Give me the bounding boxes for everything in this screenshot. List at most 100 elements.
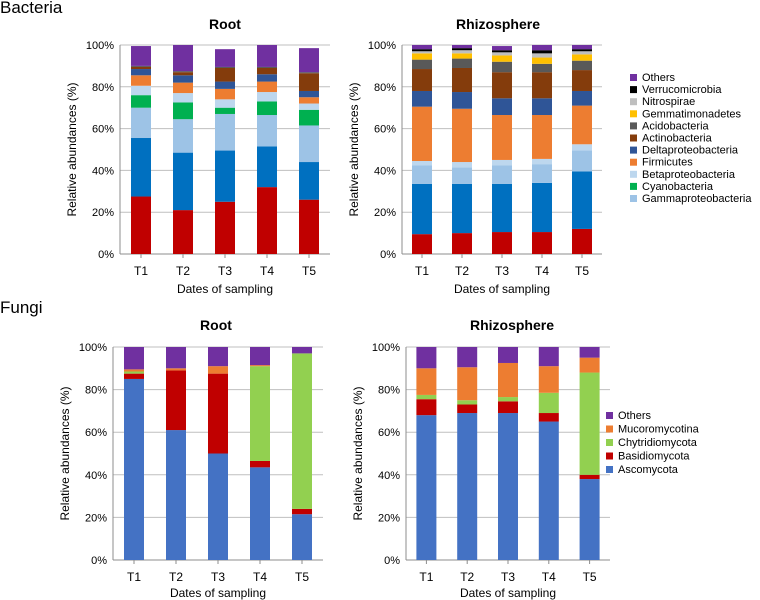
bar-segment xyxy=(124,369,144,372)
y-tick-label: 40% xyxy=(92,165,114,177)
bar-segment xyxy=(412,45,432,50)
bar-segment xyxy=(579,347,600,358)
chart-bac_root: 0% 20% 40% 60% 80% 100% T1 T2 T3 T4 T5 Root Dates of… xyxy=(65,16,330,296)
legend-label: Deltaproteobacteria xyxy=(642,145,739,157)
bar-segment xyxy=(457,400,478,405)
bar-segment xyxy=(532,182,552,233)
bar-segment xyxy=(208,347,228,367)
x-tick-label: T3 xyxy=(501,570,515,584)
bar-segment xyxy=(412,51,432,54)
legend-label: Verrucomicrobia xyxy=(642,84,722,96)
bar-segment xyxy=(215,150,235,202)
bar-segment xyxy=(457,367,478,401)
bar-segment xyxy=(215,66,235,68)
bar-segment xyxy=(457,413,478,560)
bar-segment xyxy=(299,162,319,200)
y-tick-label: 0% xyxy=(384,555,400,567)
bar-segment xyxy=(166,430,186,560)
chart-fun_root: 0% 20% 40% 60% 80% 100% T1 T2 T3 T4 T5 Root Dates of… xyxy=(58,317,323,600)
bar-segment xyxy=(452,183,472,234)
bar-segment xyxy=(166,347,186,369)
bar-segment xyxy=(492,52,512,56)
legend-swatch xyxy=(606,466,613,473)
bar-segment xyxy=(579,372,600,475)
y-tick-label: 40% xyxy=(85,470,107,482)
bar-segment xyxy=(257,92,277,102)
y-tick-label: 20% xyxy=(374,207,396,219)
legend-label: Nitrospirae xyxy=(642,96,695,108)
legend-label: Others xyxy=(642,72,676,84)
legend-label: Others xyxy=(618,410,652,422)
chart-title: Rhizosphere xyxy=(456,16,540,32)
y-axis-label: Relative abundances (%) xyxy=(351,386,365,520)
bar-segment xyxy=(457,347,478,368)
bar-segment xyxy=(492,55,512,62)
legend-swatch xyxy=(606,425,613,433)
x-tick-label: T5 xyxy=(302,264,316,278)
bar-segment xyxy=(532,115,552,159)
y-tick-label: 0% xyxy=(98,249,114,261)
bar-segment xyxy=(412,53,432,60)
bar-segment xyxy=(538,421,559,560)
legend-swatch xyxy=(630,98,637,106)
bar-segment xyxy=(173,210,193,254)
y-tick-label: 0% xyxy=(380,249,396,261)
bar-segment xyxy=(412,106,432,161)
bar-segment xyxy=(416,368,437,395)
bar-segment xyxy=(299,72,319,74)
bar-segment xyxy=(532,53,552,58)
bar-segment xyxy=(299,103,319,110)
x-tick-label: T3 xyxy=(495,264,509,278)
bar-segment xyxy=(208,366,228,374)
fungi-section-label: Fungi xyxy=(0,298,43,317)
y-axis-label: Relative abundances (%) xyxy=(65,82,79,216)
bar-segment xyxy=(452,92,472,109)
bar-segment xyxy=(250,467,270,560)
legend-swatch xyxy=(630,146,637,154)
bar-segment xyxy=(498,362,518,398)
bar-segment xyxy=(299,90,319,98)
bar-segment xyxy=(299,97,319,104)
bar-segment xyxy=(215,99,235,108)
legend-swatch xyxy=(630,74,637,81)
bar-segment xyxy=(173,72,193,76)
x-tick-label: T2 xyxy=(455,264,469,278)
bar-segment xyxy=(131,75,151,86)
bar-segment xyxy=(492,61,512,73)
legend-label: Gammaproteobacteria xyxy=(642,193,752,205)
bar-segment xyxy=(215,201,235,254)
bar-segment xyxy=(452,233,472,254)
y-tick-label: 100% xyxy=(86,40,114,52)
bar-segment xyxy=(257,45,277,67)
bar-segment xyxy=(292,508,312,515)
legend-label: Chytridiomycota xyxy=(618,437,698,449)
x-tick-label: T4 xyxy=(253,570,267,584)
bar-segment xyxy=(572,45,592,50)
bar-segment xyxy=(131,46,151,66)
bar-segment xyxy=(452,108,472,163)
x-tick-label: T1 xyxy=(415,264,429,278)
y-axis-label: Relative abundances (%) xyxy=(347,82,361,216)
chart-title: Rhizosphere xyxy=(470,317,554,333)
y-tick-label: 20% xyxy=(92,207,114,219)
bar-segment xyxy=(215,88,235,100)
x-tick-label: T5 xyxy=(575,264,589,278)
bar-segment xyxy=(452,50,472,54)
y-tick-label: 80% xyxy=(85,385,107,397)
bar-segment xyxy=(250,347,270,366)
bar-segment xyxy=(124,371,144,374)
legend-swatch xyxy=(606,439,613,446)
bar-segment xyxy=(532,158,552,165)
bar-segment xyxy=(498,401,518,414)
bar-segment xyxy=(412,234,432,254)
bar-segment xyxy=(208,373,228,454)
bar-segment xyxy=(257,74,277,82)
bar-segment xyxy=(299,199,319,254)
y-tick-label: 100% xyxy=(79,342,107,354)
bar-segment xyxy=(416,415,437,560)
bar-segment xyxy=(532,57,552,64)
bar-segment xyxy=(572,49,592,52)
y-tick-label: 60% xyxy=(378,427,400,439)
bar-segment xyxy=(412,49,432,52)
bar-segment xyxy=(299,125,319,163)
